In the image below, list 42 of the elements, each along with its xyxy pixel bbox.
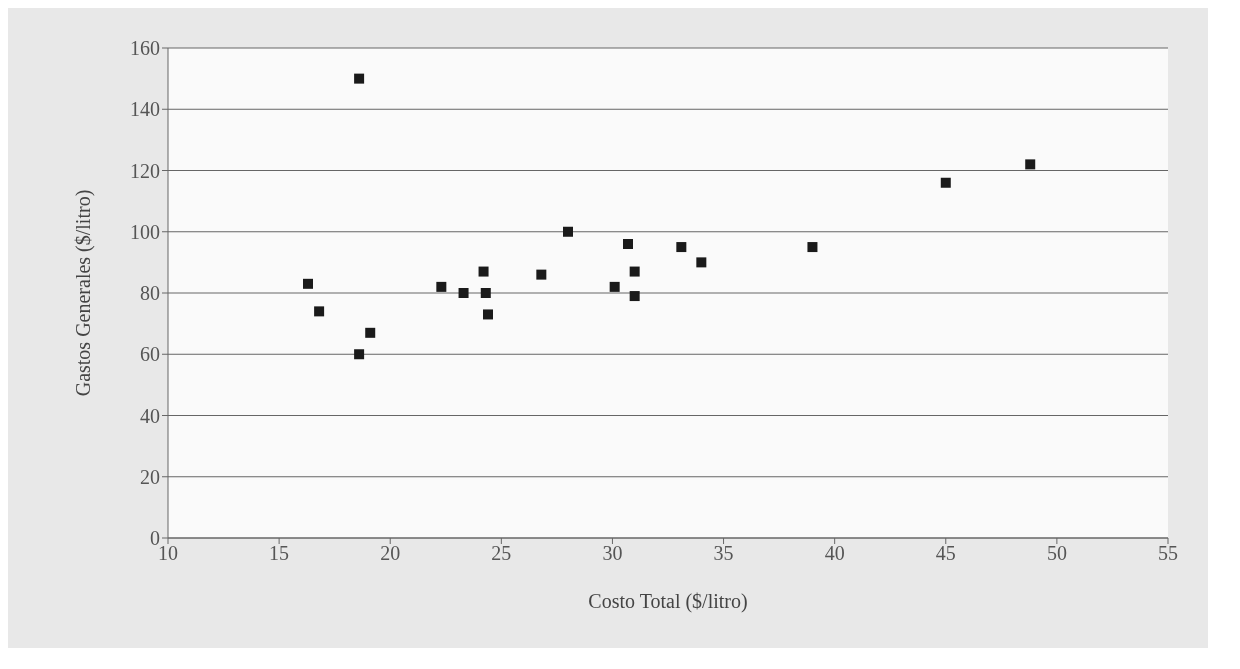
- point: [365, 327, 376, 338]
- x-tick-label: 25: [491, 542, 512, 565]
- point: [1025, 159, 1036, 170]
- point: [436, 281, 447, 292]
- point: [629, 266, 640, 277]
- point: [354, 73, 365, 84]
- y-tick-label: 160: [130, 37, 160, 60]
- point: [303, 278, 313, 289]
- point: [458, 288, 469, 298]
- y-tick-label: 60: [140, 343, 160, 366]
- x-tick-label: 35: [713, 542, 734, 565]
- y-tick-label: 0: [150, 527, 160, 550]
- y-tick-label: 100: [130, 220, 160, 243]
- point: [480, 288, 491, 298]
- y-tick-label: 40: [140, 404, 160, 427]
- x-tick-label: 50: [1046, 542, 1067, 565]
- point: [940, 177, 951, 188]
- x-tick-label: 15: [269, 542, 290, 565]
- point: [314, 306, 325, 317]
- x-tick-label: 40: [824, 542, 845, 565]
- y-tick-label: 20: [140, 465, 160, 488]
- x-tick-label: 10: [158, 542, 178, 565]
- x-tick-label: 30: [602, 542, 623, 565]
- point: [807, 242, 818, 253]
- y-tick-label: 140: [130, 98, 160, 121]
- point: [563, 226, 573, 237]
- x-tick-label: 20: [380, 542, 401, 565]
- point: [676, 242, 687, 253]
- point: [623, 239, 633, 249]
- point: [629, 291, 640, 302]
- y-axis-title: Gastos Generales ($/litro): [72, 189, 96, 397]
- point: [696, 257, 707, 268]
- point: [478, 266, 489, 277]
- x-tick-label: 45: [935, 542, 956, 565]
- point: [609, 281, 620, 292]
- point: [354, 349, 365, 360]
- point: [483, 309, 493, 320]
- y-tick-label: 120: [130, 159, 160, 182]
- y-tick-label: 80: [140, 282, 160, 305]
- x-axis-title: Costo Total ($/litro): [588, 590, 748, 613]
- x-tick-label: 55: [1158, 542, 1178, 565]
- point: [536, 269, 547, 280]
